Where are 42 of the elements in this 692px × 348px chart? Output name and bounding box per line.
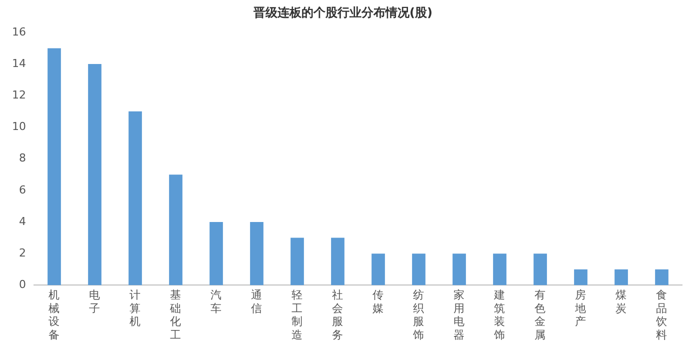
bar (452, 254, 466, 286)
bar (169, 174, 182, 286)
y-tick-label: 2 (18, 246, 26, 260)
x-tick-label: 建筑装饰 (493, 288, 506, 342)
bar (48, 48, 61, 286)
x-tick-label: 汽车 (210, 288, 222, 315)
x-tick-label: 机械设备 (48, 288, 60, 342)
x-tick-label: 房地产 (574, 288, 586, 328)
chart-title: 晋级连板的个股行业分布情况(股) (252, 5, 432, 20)
bar (534, 254, 547, 286)
bar (331, 238, 344, 286)
x-tick-label: 纺织服饰 (412, 288, 424, 342)
x-tick-label: 基础化工 (169, 288, 182, 342)
x-tick-label: 有色金属 (534, 288, 546, 342)
x-tick-label: 传媒 (372, 288, 384, 315)
x-tick-label: 家用电器 (454, 288, 465, 342)
bar (88, 64, 102, 286)
y-tick-label: 10 (12, 120, 26, 134)
bar (210, 222, 223, 286)
x-tick-label: 轻工制造 (292, 288, 303, 342)
bar (290, 238, 304, 286)
x-tick-label: 食品饮料 (655, 288, 668, 342)
bar (128, 111, 142, 286)
x-tick-label: 社会服务 (332, 288, 344, 342)
y-tick-label: 14 (12, 56, 26, 70)
y-tick-label: 8 (18, 152, 26, 165)
x-tick-label: 计算机 (130, 288, 141, 328)
bar (493, 254, 506, 286)
y-tick-label: 6 (18, 183, 26, 196)
y-tick-label: 12 (12, 88, 26, 102)
bar (655, 269, 668, 286)
y-tick-label: 16 (12, 25, 26, 38)
bar (372, 254, 385, 286)
x-tick-label: 煤炭 (616, 288, 627, 315)
bar (412, 254, 426, 286)
x-tick-label: 电子 (89, 288, 100, 315)
x-tick-label: 通信 (251, 288, 262, 315)
y-tick-label: 4 (18, 214, 26, 228)
bar (574, 269, 588, 286)
y-tick-label: 0 (18, 278, 26, 292)
bar (250, 222, 264, 286)
bar (614, 269, 628, 286)
